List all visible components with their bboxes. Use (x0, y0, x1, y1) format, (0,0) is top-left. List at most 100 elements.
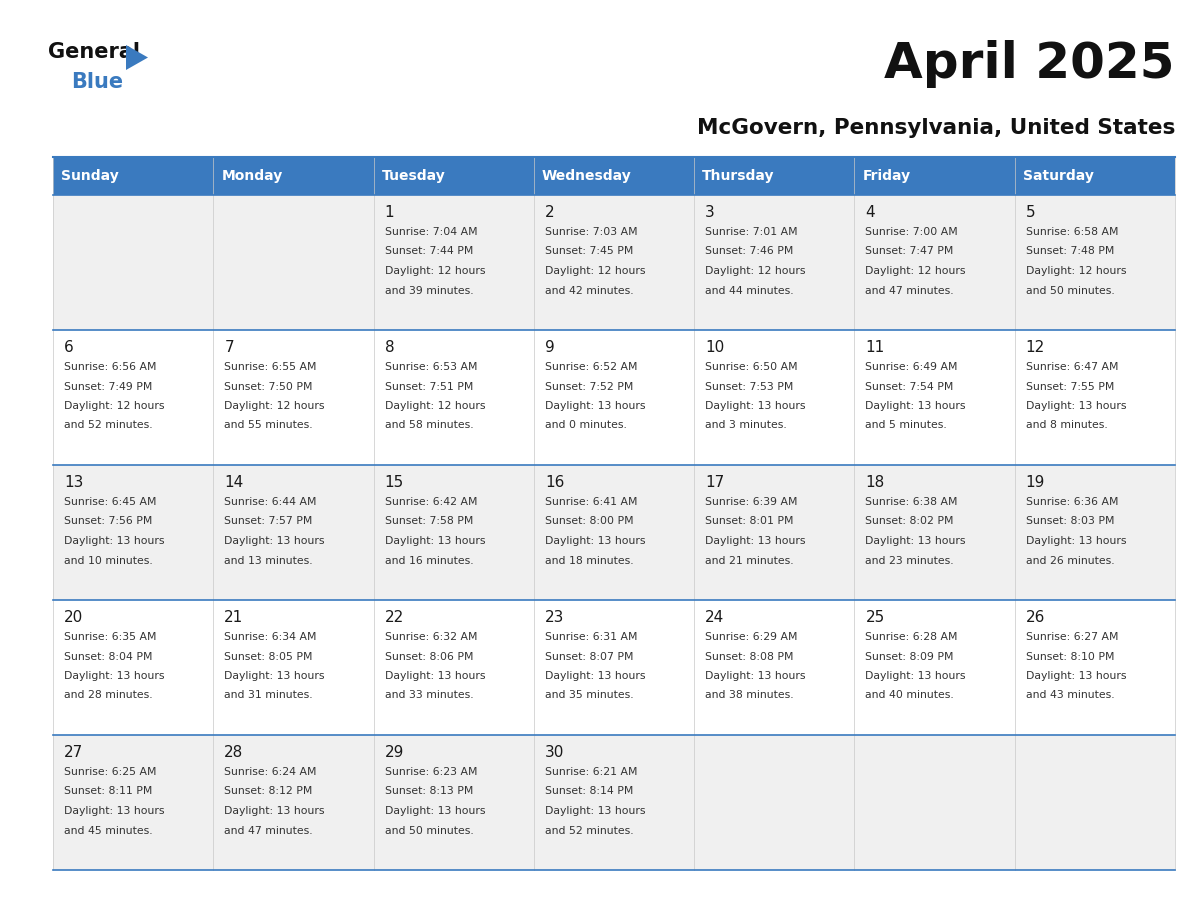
Text: Sunrise: 6:39 AM: Sunrise: 6:39 AM (706, 497, 797, 507)
Text: 28: 28 (225, 745, 244, 760)
Text: and 28 minutes.: and 28 minutes. (64, 690, 152, 700)
Text: Sunset: 8:06 PM: Sunset: 8:06 PM (385, 652, 473, 662)
Bar (533, 600, 694, 735)
Text: 18: 18 (865, 475, 885, 490)
Text: Sunset: 8:00 PM: Sunset: 8:00 PM (545, 517, 633, 527)
Text: Daylight: 12 hours: Daylight: 12 hours (865, 266, 966, 276)
Text: Sunrise: 6:52 AM: Sunrise: 6:52 AM (545, 362, 637, 372)
Text: Saturday: Saturday (1023, 169, 1094, 183)
Bar (694, 465, 854, 600)
Text: 8: 8 (385, 340, 394, 355)
Text: 15: 15 (385, 475, 404, 490)
Bar (694, 157, 854, 195)
Bar (533, 330, 694, 465)
Bar (53, 157, 214, 195)
Text: Sunrise: 6:31 AM: Sunrise: 6:31 AM (545, 632, 637, 642)
Text: McGovern, Pennsylvania, United States: McGovern, Pennsylvania, United States (696, 118, 1175, 138)
Bar (214, 157, 373, 195)
Text: Thursday: Thursday (702, 169, 775, 183)
Bar (854, 330, 1015, 465)
Text: Sunday: Sunday (61, 169, 119, 183)
Text: Sunset: 8:05 PM: Sunset: 8:05 PM (225, 652, 312, 662)
Text: Daylight: 12 hours: Daylight: 12 hours (385, 266, 485, 276)
Bar (533, 195, 694, 330)
Text: Sunrise: 6:44 AM: Sunrise: 6:44 AM (225, 497, 317, 507)
Text: Sunrise: 6:53 AM: Sunrise: 6:53 AM (385, 362, 478, 372)
Text: Daylight: 13 hours: Daylight: 13 hours (706, 671, 805, 681)
Bar (1015, 330, 1175, 465)
Text: Sunrise: 6:36 AM: Sunrise: 6:36 AM (1025, 497, 1118, 507)
Text: Monday: Monday (221, 169, 283, 183)
Text: and 50 minutes.: and 50 minutes. (385, 825, 473, 835)
Bar (373, 157, 533, 195)
Text: and 58 minutes.: and 58 minutes. (385, 420, 473, 431)
Bar (533, 465, 694, 600)
Text: Sunset: 8:12 PM: Sunset: 8:12 PM (225, 787, 312, 797)
Text: Sunrise: 6:27 AM: Sunrise: 6:27 AM (1025, 632, 1118, 642)
Text: 27: 27 (64, 745, 83, 760)
Text: Sunset: 7:48 PM: Sunset: 7:48 PM (1025, 247, 1114, 256)
Text: and 35 minutes.: and 35 minutes. (545, 690, 633, 700)
Text: and 10 minutes.: and 10 minutes. (64, 555, 153, 565)
Text: Sunrise: 7:04 AM: Sunrise: 7:04 AM (385, 227, 478, 237)
Text: Sunrise: 6:28 AM: Sunrise: 6:28 AM (865, 632, 958, 642)
Text: Sunset: 7:45 PM: Sunset: 7:45 PM (545, 247, 633, 256)
Bar (854, 465, 1015, 600)
Text: 22: 22 (385, 610, 404, 625)
Text: and 55 minutes.: and 55 minutes. (225, 420, 312, 431)
Text: Sunrise: 6:35 AM: Sunrise: 6:35 AM (64, 632, 157, 642)
Text: Sunrise: 7:01 AM: Sunrise: 7:01 AM (706, 227, 798, 237)
Text: and 47 minutes.: and 47 minutes. (865, 285, 954, 296)
Bar (1015, 195, 1175, 330)
Text: Sunrise: 6:29 AM: Sunrise: 6:29 AM (706, 632, 797, 642)
Text: Daylight: 12 hours: Daylight: 12 hours (706, 266, 805, 276)
Text: 9: 9 (545, 340, 555, 355)
Text: 13: 13 (64, 475, 83, 490)
Bar (214, 330, 373, 465)
Text: Sunrise: 6:21 AM: Sunrise: 6:21 AM (545, 767, 637, 777)
Text: Daylight: 13 hours: Daylight: 13 hours (64, 806, 164, 816)
Text: 16: 16 (545, 475, 564, 490)
Text: Sunrise: 6:38 AM: Sunrise: 6:38 AM (865, 497, 958, 507)
Text: Sunrise: 6:56 AM: Sunrise: 6:56 AM (64, 362, 157, 372)
Text: and 44 minutes.: and 44 minutes. (706, 285, 794, 296)
Text: and 3 minutes.: and 3 minutes. (706, 420, 786, 431)
Text: Sunrise: 6:34 AM: Sunrise: 6:34 AM (225, 632, 317, 642)
Text: Blue: Blue (71, 72, 124, 92)
Text: and 16 minutes.: and 16 minutes. (385, 555, 473, 565)
Text: Sunset: 8:07 PM: Sunset: 8:07 PM (545, 652, 633, 662)
Text: Sunset: 7:54 PM: Sunset: 7:54 PM (865, 382, 954, 391)
Text: Sunset: 7:57 PM: Sunset: 7:57 PM (225, 517, 312, 527)
Text: and 52 minutes.: and 52 minutes. (545, 825, 633, 835)
Text: 29: 29 (385, 745, 404, 760)
Text: Sunset: 8:09 PM: Sunset: 8:09 PM (865, 652, 954, 662)
Text: Sunset: 8:11 PM: Sunset: 8:11 PM (64, 787, 152, 797)
Text: and 21 minutes.: and 21 minutes. (706, 555, 794, 565)
Text: Daylight: 12 hours: Daylight: 12 hours (225, 401, 324, 411)
Text: 24: 24 (706, 610, 725, 625)
Text: Sunrise: 6:23 AM: Sunrise: 6:23 AM (385, 767, 478, 777)
Bar (373, 465, 533, 600)
Text: Daylight: 13 hours: Daylight: 13 hours (385, 806, 485, 816)
Text: 23: 23 (545, 610, 564, 625)
Text: Daylight: 13 hours: Daylight: 13 hours (385, 671, 485, 681)
Text: and 0 minutes.: and 0 minutes. (545, 420, 627, 431)
Bar (373, 735, 533, 870)
Bar (53, 465, 214, 600)
Text: Daylight: 13 hours: Daylight: 13 hours (865, 401, 966, 411)
Text: Daylight: 13 hours: Daylight: 13 hours (706, 536, 805, 546)
Text: Sunset: 7:50 PM: Sunset: 7:50 PM (225, 382, 312, 391)
Bar (1015, 157, 1175, 195)
Text: Sunset: 8:08 PM: Sunset: 8:08 PM (706, 652, 794, 662)
Text: 2: 2 (545, 205, 555, 220)
Text: Sunset: 8:04 PM: Sunset: 8:04 PM (64, 652, 152, 662)
Bar (1015, 600, 1175, 735)
Text: April 2025: April 2025 (885, 40, 1175, 88)
Text: Sunset: 8:03 PM: Sunset: 8:03 PM (1025, 517, 1114, 527)
Bar (694, 330, 854, 465)
Text: Daylight: 13 hours: Daylight: 13 hours (865, 671, 966, 681)
Bar (214, 735, 373, 870)
Text: Sunrise: 6:55 AM: Sunrise: 6:55 AM (225, 362, 317, 372)
Text: Sunset: 7:56 PM: Sunset: 7:56 PM (64, 517, 152, 527)
Text: and 31 minutes.: and 31 minutes. (225, 690, 312, 700)
